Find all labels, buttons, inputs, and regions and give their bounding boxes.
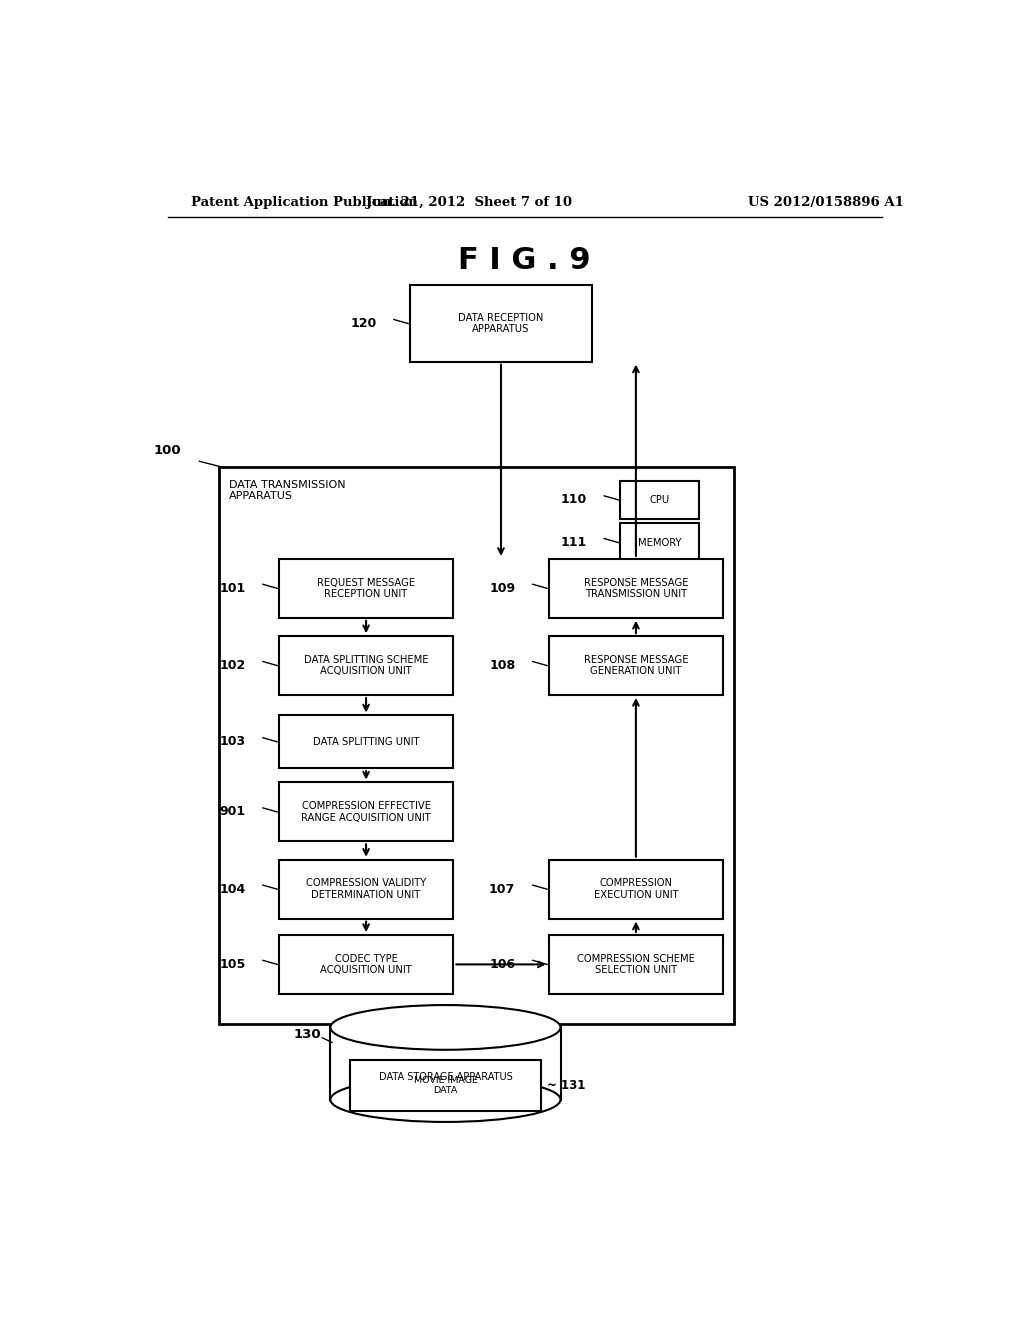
Text: 109: 109 bbox=[489, 582, 515, 595]
Text: DATA TRANSMISSION
APPARATUS: DATA TRANSMISSION APPARATUS bbox=[228, 479, 345, 502]
FancyBboxPatch shape bbox=[279, 859, 454, 919]
Text: Patent Application Publication: Patent Application Publication bbox=[191, 195, 418, 209]
Text: CPU: CPU bbox=[649, 495, 670, 506]
Text: MEMORY: MEMORY bbox=[638, 537, 681, 548]
FancyBboxPatch shape bbox=[410, 285, 592, 362]
FancyBboxPatch shape bbox=[620, 480, 699, 519]
Text: 105: 105 bbox=[219, 958, 246, 972]
FancyBboxPatch shape bbox=[279, 935, 454, 994]
Text: 102: 102 bbox=[219, 659, 246, 672]
Text: 100: 100 bbox=[154, 445, 181, 457]
FancyBboxPatch shape bbox=[350, 1060, 541, 1110]
Text: 120: 120 bbox=[350, 317, 377, 330]
Text: CODEC TYPE
ACQUISITION UNIT: CODEC TYPE ACQUISITION UNIT bbox=[321, 953, 412, 975]
Text: DATA SPLITTING SCHEME
ACQUISITION UNIT: DATA SPLITTING SCHEME ACQUISITION UNIT bbox=[304, 655, 428, 676]
Text: MOVIE IMAGE
DATA: MOVIE IMAGE DATA bbox=[414, 1076, 477, 1096]
Text: 106: 106 bbox=[489, 958, 515, 972]
Text: DATA SPLITTING UNIT: DATA SPLITTING UNIT bbox=[312, 737, 420, 747]
Text: COMPRESSION VALIDITY
DETERMINATION UNIT: COMPRESSION VALIDITY DETERMINATION UNIT bbox=[306, 878, 426, 900]
FancyBboxPatch shape bbox=[279, 558, 454, 618]
Text: 111: 111 bbox=[560, 536, 587, 549]
Text: 103: 103 bbox=[219, 735, 246, 748]
Ellipse shape bbox=[331, 1005, 560, 1049]
Text: DATA RECEPTION
APPARATUS: DATA RECEPTION APPARATUS bbox=[459, 313, 544, 334]
Text: US 2012/0158896 A1: US 2012/0158896 A1 bbox=[749, 195, 904, 209]
FancyBboxPatch shape bbox=[549, 859, 723, 919]
Text: 130: 130 bbox=[293, 1028, 321, 1040]
FancyBboxPatch shape bbox=[549, 558, 723, 618]
Text: COMPRESSION SCHEME
SELECTION UNIT: COMPRESSION SCHEME SELECTION UNIT bbox=[577, 953, 695, 975]
FancyBboxPatch shape bbox=[331, 1027, 560, 1100]
FancyBboxPatch shape bbox=[620, 523, 699, 562]
Text: 110: 110 bbox=[560, 494, 587, 507]
Text: RESPONSE MESSAGE
GENERATION UNIT: RESPONSE MESSAGE GENERATION UNIT bbox=[584, 655, 688, 676]
FancyBboxPatch shape bbox=[279, 636, 454, 696]
Text: COMPRESSION
EXECUTION UNIT: COMPRESSION EXECUTION UNIT bbox=[594, 878, 678, 900]
Text: 104: 104 bbox=[219, 883, 246, 896]
Text: 108: 108 bbox=[489, 659, 515, 672]
Text: Jun. 21, 2012  Sheet 7 of 10: Jun. 21, 2012 Sheet 7 of 10 bbox=[367, 195, 572, 209]
FancyBboxPatch shape bbox=[279, 783, 454, 841]
Text: ~ 131: ~ 131 bbox=[547, 1078, 586, 1092]
Text: COMPRESSION EFFECTIVE
RANGE ACQUISITION UNIT: COMPRESSION EFFECTIVE RANGE ACQUISITION … bbox=[301, 801, 431, 822]
Text: DATA STORAGE APPARATUS: DATA STORAGE APPARATUS bbox=[379, 1072, 512, 1081]
FancyBboxPatch shape bbox=[219, 467, 733, 1024]
Text: REQUEST MESSAGE
RECEPTION UNIT: REQUEST MESSAGE RECEPTION UNIT bbox=[317, 578, 415, 599]
Text: F I G . 9: F I G . 9 bbox=[459, 246, 591, 275]
FancyBboxPatch shape bbox=[549, 636, 723, 696]
Text: RESPONSE MESSAGE
TRANSMISSION UNIT: RESPONSE MESSAGE TRANSMISSION UNIT bbox=[584, 578, 688, 599]
Text: 107: 107 bbox=[489, 883, 515, 896]
Text: 901: 901 bbox=[219, 805, 246, 818]
FancyBboxPatch shape bbox=[279, 715, 454, 768]
Ellipse shape bbox=[331, 1077, 560, 1122]
Text: 101: 101 bbox=[219, 582, 246, 595]
FancyBboxPatch shape bbox=[549, 935, 723, 994]
